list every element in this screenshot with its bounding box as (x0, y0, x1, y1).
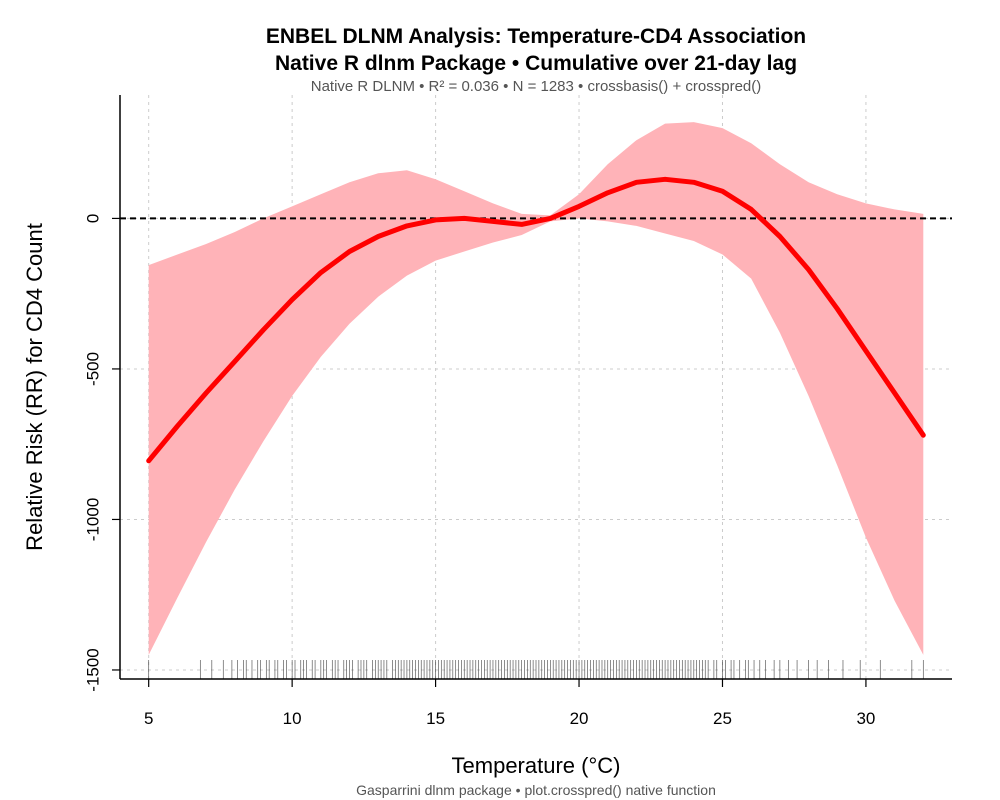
y-tick-label: -500 (83, 352, 102, 386)
chart-caption: Gasparrini dlnm package • plot.crosspred… (356, 782, 716, 798)
y-tick-label: 0 (83, 214, 102, 223)
axes-layer (119, 95, 952, 680)
y-axis-label: Relative Risk (RR) for CD4 Count (22, 223, 47, 551)
fit-line (146, 176, 926, 464)
x-tick-label: 15 (426, 709, 445, 728)
x-ticks: 5 10 15 20 25 30 (144, 679, 875, 728)
x-axis-label: Temperature (°C) (452, 753, 621, 778)
x-tick-label: 10 (283, 709, 302, 728)
chart-title: ENBEL DLNM Analysis: Temperature-CD4 Ass… (266, 25, 806, 48)
rug-layer (148, 660, 924, 679)
fit-line-layer (146, 176, 926, 464)
y-ticks: 0 -500 -1000 -1500 (83, 214, 120, 692)
x-tick-label: 20 (570, 709, 589, 728)
chart-title-line2: Native R dlnm Package • Cumulative over … (275, 52, 797, 75)
x-tick-label: 5 (144, 709, 153, 728)
y-tick-label: -1500 (83, 648, 102, 691)
x-tick-label: 25 (713, 709, 732, 728)
chart-subtitle: Native R DLNM • R² = 0.036 • N = 1283 • … (311, 78, 762, 95)
x-tick-label: 30 (856, 709, 875, 728)
y-tick-label: -1000 (83, 498, 102, 541)
